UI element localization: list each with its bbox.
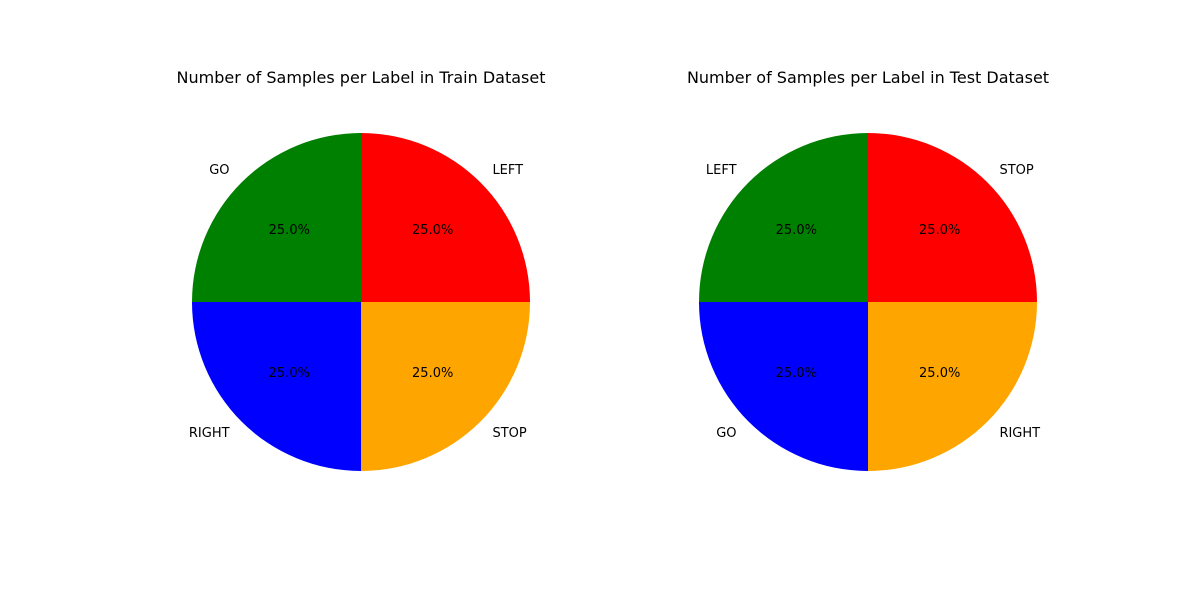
pie-slice-right [868, 302, 1037, 471]
pie-slice-right [192, 302, 361, 471]
slice-label-stop: STOP [999, 163, 1033, 178]
slice-percent-right: 25.0% [919, 366, 960, 381]
pie-slice-stop [868, 133, 1037, 302]
slice-percent-right: 25.0% [269, 366, 310, 381]
slice-label-go: GO [716, 426, 736, 441]
pie-slice-go [699, 302, 868, 471]
pie-labels: LEFT 25.0% GO 25.0% RIGHT 25.0% STOP 25.0% [189, 163, 527, 441]
slice-label-left: LEFT [706, 163, 737, 178]
train-pie-chart: Number of Samples per Label in Train Dat… [177, 68, 546, 471]
pie-slice-stop [361, 302, 530, 471]
pie-labels: STOP 25.0% LEFT 25.0% GO 25.0% RIGHT 25.0% [706, 163, 1040, 441]
slice-percent-left: 25.0% [776, 223, 817, 238]
slice-percent-stop: 25.0% [919, 223, 960, 238]
chart-title: Number of Samples per Label in Train Dat… [177, 68, 546, 87]
slice-percent-go: 25.0% [269, 223, 310, 238]
pie-slice-left [361, 133, 530, 302]
slice-label-right: RIGHT [999, 426, 1040, 441]
slice-label-right: RIGHT [189, 426, 230, 441]
pie-slice-left [699, 133, 868, 302]
pie-slices [699, 133, 1037, 471]
test-pie-chart: Number of Samples per Label in Test Data… [687, 68, 1049, 471]
pie-slice-go [192, 133, 361, 302]
chart-title: Number of Samples per Label in Test Data… [687, 68, 1049, 87]
pie-slices [192, 133, 530, 471]
slice-percent-stop: 25.0% [412, 366, 453, 381]
slice-percent-left: 25.0% [412, 223, 453, 238]
slice-label-go: GO [209, 163, 229, 178]
slice-percent-go: 25.0% [776, 366, 817, 381]
slice-label-left: LEFT [492, 163, 523, 178]
slice-label-stop: STOP [492, 426, 526, 441]
